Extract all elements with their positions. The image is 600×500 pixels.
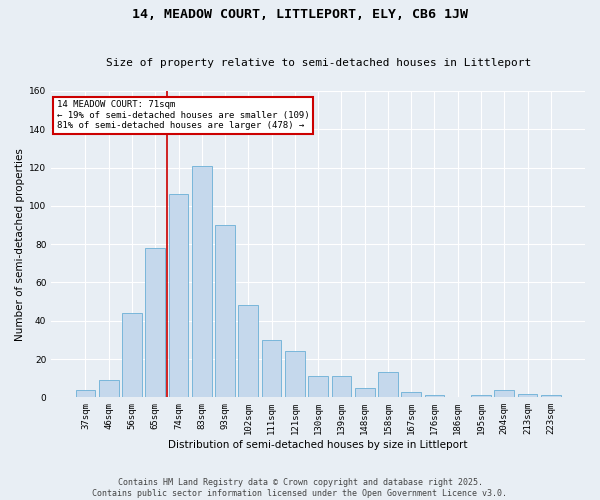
Title: Size of property relative to semi-detached houses in Littleport: Size of property relative to semi-detach… — [106, 58, 531, 68]
Bar — [494, 390, 514, 398]
Bar — [238, 306, 258, 398]
Bar — [285, 352, 305, 398]
Bar — [401, 392, 421, 398]
Text: Contains HM Land Registry data © Crown copyright and database right 2025.
Contai: Contains HM Land Registry data © Crown c… — [92, 478, 508, 498]
Bar — [518, 394, 538, 398]
Bar — [425, 396, 445, 398]
Bar — [378, 372, 398, 398]
Bar — [355, 388, 374, 398]
Bar — [192, 166, 212, 398]
Bar — [76, 390, 95, 398]
Y-axis label: Number of semi-detached properties: Number of semi-detached properties — [15, 148, 25, 340]
X-axis label: Distribution of semi-detached houses by size in Littleport: Distribution of semi-detached houses by … — [169, 440, 468, 450]
Text: 14, MEADOW COURT, LITTLEPORT, ELY, CB6 1JW: 14, MEADOW COURT, LITTLEPORT, ELY, CB6 1… — [132, 8, 468, 20]
Bar — [99, 380, 119, 398]
Bar — [541, 396, 561, 398]
Bar — [215, 225, 235, 398]
Bar — [122, 313, 142, 398]
Bar — [169, 194, 188, 398]
Bar — [471, 396, 491, 398]
Text: 14 MEADOW COURT: 71sqm
← 19% of semi-detached houses are smaller (109)
81% of se: 14 MEADOW COURT: 71sqm ← 19% of semi-det… — [56, 100, 309, 130]
Bar — [332, 376, 352, 398]
Bar — [308, 376, 328, 398]
Bar — [262, 340, 281, 398]
Bar — [145, 248, 165, 398]
